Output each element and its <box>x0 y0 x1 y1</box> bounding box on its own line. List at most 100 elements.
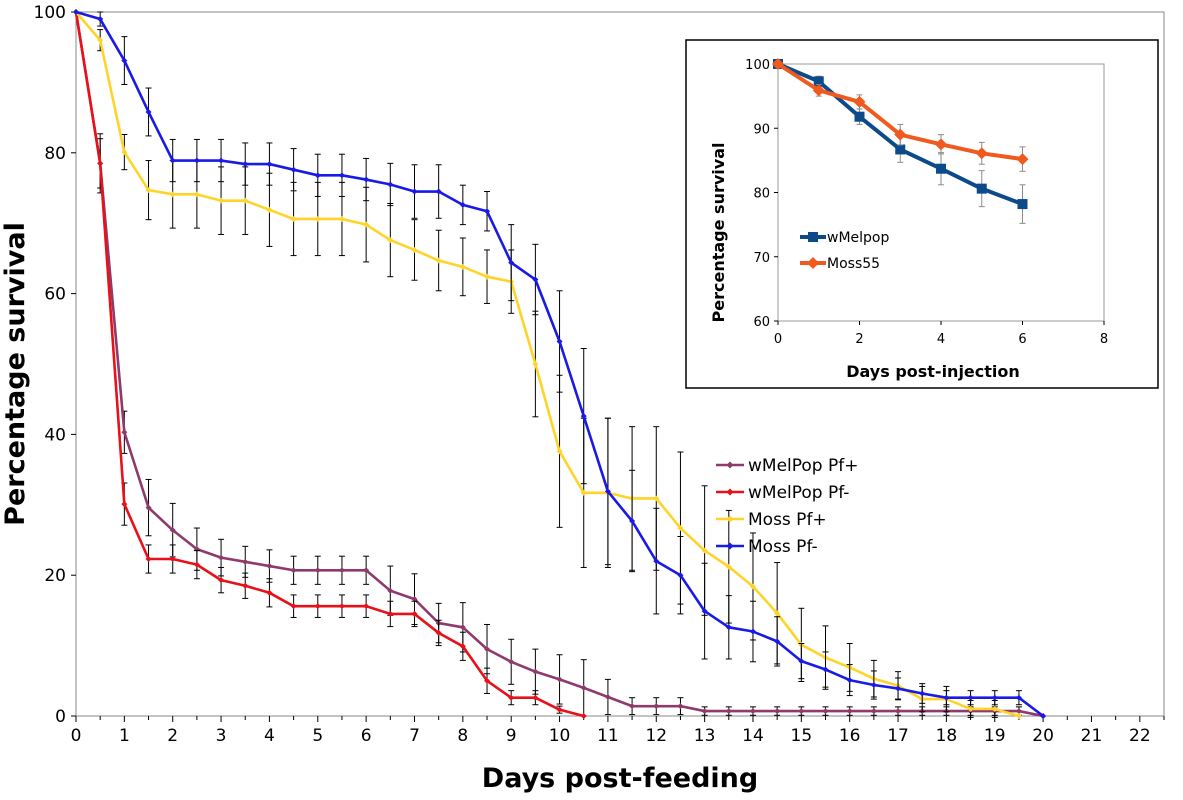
data-point <box>798 658 805 665</box>
data-point <box>363 567 370 574</box>
y-tick-label: 20 <box>44 566 66 586</box>
legend-swatch-marker <box>726 461 734 469</box>
data-point <box>411 610 418 617</box>
data-point <box>145 108 152 115</box>
data-point <box>242 197 249 204</box>
y-axis-title: Percentage survival <box>0 222 31 526</box>
data-point <box>459 263 466 270</box>
plot-area-border <box>75 11 1165 717</box>
data-point <box>967 694 974 701</box>
legend-label: wMelPop Pf- <box>748 483 849 503</box>
inset-data-point <box>812 84 825 97</box>
data-point <box>266 161 273 168</box>
data-point <box>822 666 829 673</box>
legend-swatch-marker <box>726 488 734 496</box>
legend: wMelPop Pf+ wMelPop Pf- Moss Pf+ Moss Pf- <box>716 456 858 557</box>
data-point <box>1015 694 1022 701</box>
data-point <box>338 603 345 610</box>
data-point <box>97 16 104 23</box>
data-point <box>749 583 756 590</box>
x-tick-label: 15 <box>791 726 813 746</box>
data-point <box>653 495 660 502</box>
data-point <box>1015 713 1022 719</box>
data-point <box>484 208 491 215</box>
data-point <box>218 197 225 204</box>
data-point <box>459 201 466 208</box>
data-point <box>411 188 418 195</box>
inset-y-tick-label: 80 <box>753 187 770 202</box>
inset-y-tick-label: 60 <box>753 315 770 330</box>
inset-x-tick-label: 2 <box>855 332 863 347</box>
data-point <box>701 547 708 554</box>
x-tick-label: 22 <box>1129 726 1151 746</box>
x-tick-label: 17 <box>887 726 909 746</box>
inset-data-point <box>935 138 947 151</box>
y-axis: 0 20 40 60 80 100 <box>34 3 76 727</box>
data-point <box>314 603 321 610</box>
data-point <box>967 705 974 712</box>
data-point <box>532 668 539 675</box>
x-tick-label: 19 <box>984 726 1006 746</box>
data-point <box>677 703 684 710</box>
inset-x-tick-label: 4 <box>937 332 945 347</box>
data-point <box>435 257 442 264</box>
legend-label: Moss Pf+ <box>748 510 827 530</box>
y-tick-label: 60 <box>44 285 66 305</box>
data-point <box>895 708 902 715</box>
data-point <box>169 527 176 534</box>
data-point <box>314 567 321 574</box>
x-axis: 0 1 2 3 4 5 6 7 8 9 10 11 12 13 14 15 16 17 18 19 20 21 22 <box>71 716 1165 746</box>
data-point <box>870 682 877 689</box>
inset-x-tick-label: 0 <box>774 332 782 347</box>
data-point <box>266 206 273 213</box>
data-point <box>145 504 152 511</box>
inset-y-axis: 60 70 80 90 100 <box>745 58 778 330</box>
x-tick-label: 1 <box>119 726 130 746</box>
data-point <box>991 694 998 701</box>
x-tick-label: 12 <box>645 726 667 746</box>
data-point <box>97 160 104 167</box>
data-point <box>411 596 418 603</box>
data-point <box>97 37 104 44</box>
data-point <box>459 624 466 631</box>
x-tick-label: 4 <box>264 726 275 746</box>
data-point <box>774 638 781 645</box>
inset-legend-label: wMelpop <box>827 230 889 246</box>
data-point <box>629 517 636 524</box>
data-point <box>556 338 563 345</box>
data-point <box>193 561 200 568</box>
data-point <box>121 501 128 508</box>
data-point <box>653 558 660 565</box>
x-tick-label: 14 <box>742 726 764 746</box>
x-tick-label: 13 <box>694 726 716 746</box>
series-wmelpop-pf- <box>73 9 587 719</box>
inset-series-moss55 <box>772 58 1029 172</box>
data-point <box>266 563 273 570</box>
data-point <box>580 413 587 420</box>
x-tick-label: 2 <box>167 726 178 746</box>
data-point <box>532 694 539 701</box>
data-point <box>290 166 297 173</box>
data-point <box>266 589 273 596</box>
inset-data-point <box>854 111 865 122</box>
inset-survival-chart: 0 2 4 6 8 60 70 80 90 100 Days post-injection Perce… <box>685 39 1159 389</box>
data-point <box>725 624 732 631</box>
data-point <box>556 448 563 455</box>
data-point <box>314 172 321 179</box>
data-point <box>193 157 200 164</box>
data-point <box>895 685 902 692</box>
x-tick-label: 6 <box>361 726 372 746</box>
data-point <box>556 706 563 713</box>
data-point <box>169 157 176 164</box>
x-tick-label: 7 <box>409 726 420 746</box>
inset-data-point <box>895 144 906 155</box>
data-point <box>604 693 611 700</box>
data-point <box>1015 708 1022 715</box>
data-point <box>653 703 660 710</box>
data-point <box>725 563 732 570</box>
x-tick-label: 21 <box>1081 726 1103 746</box>
data-point <box>774 708 781 715</box>
x-tick-label: 18 <box>936 726 958 746</box>
data-point <box>145 556 152 563</box>
inset-legend-label: Moss55 <box>827 256 880 272</box>
